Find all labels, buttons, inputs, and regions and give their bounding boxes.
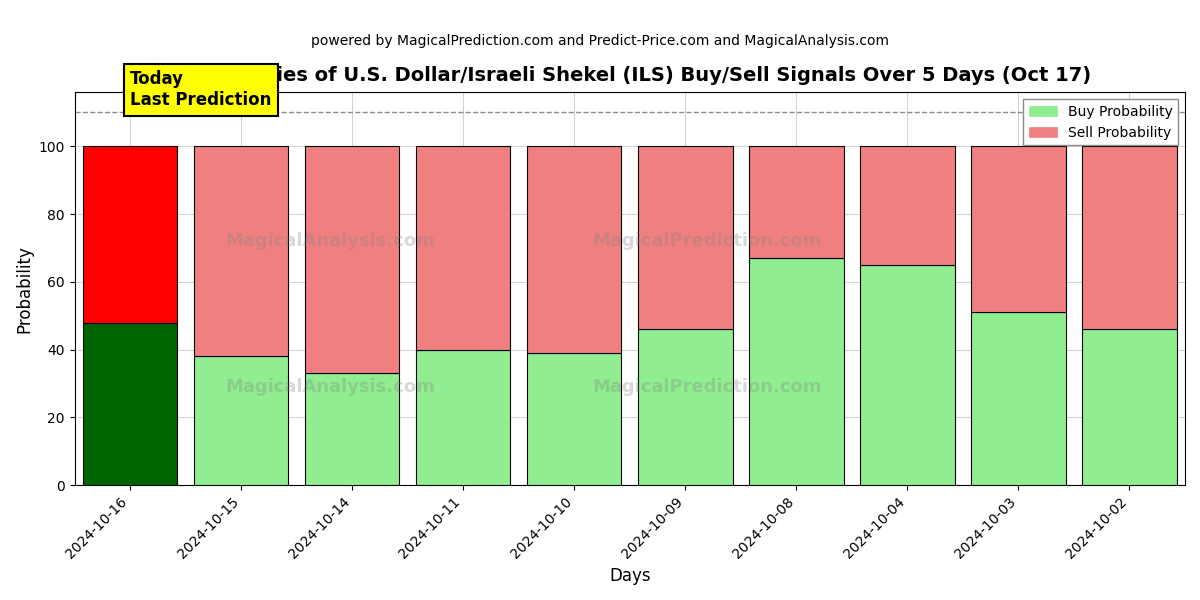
Bar: [194, 356, 288, 485]
Bar: [749, 258, 844, 485]
Bar: [527, 146, 622, 353]
Bar: [638, 146, 732, 329]
Bar: [860, 265, 955, 485]
Bar: [749, 146, 844, 258]
Bar: [971, 146, 1066, 313]
Bar: [194, 146, 288, 356]
Bar: [1082, 329, 1177, 485]
Text: MagicalPrediction.com: MagicalPrediction.com: [593, 378, 822, 396]
Bar: [83, 323, 178, 485]
Bar: [1082, 146, 1177, 329]
Bar: [305, 146, 400, 373]
Bar: [527, 353, 622, 485]
Text: powered by MagicalPrediction.com and Predict-Price.com and MagicalAnalysis.com: powered by MagicalPrediction.com and Pre…: [311, 34, 889, 48]
X-axis label: Days: Days: [610, 567, 650, 585]
Text: MagicalAnalysis.com: MagicalAnalysis.com: [226, 378, 434, 396]
Bar: [860, 146, 955, 265]
Text: MagicalPrediction.com: MagicalPrediction.com: [593, 232, 822, 250]
Bar: [416, 350, 510, 485]
Bar: [638, 329, 732, 485]
Text: MagicalAnalysis.com: MagicalAnalysis.com: [226, 232, 434, 250]
Legend: Buy Probability, Sell Probability: Buy Probability, Sell Probability: [1024, 99, 1178, 145]
Bar: [305, 373, 400, 485]
Bar: [971, 313, 1066, 485]
Text: Today
Last Prediction: Today Last Prediction: [130, 70, 271, 109]
Y-axis label: Probability: Probability: [16, 245, 34, 332]
Bar: [83, 146, 178, 323]
Bar: [416, 146, 510, 350]
Title: Probabilities of U.S. Dollar/Israeli Shekel (ILS) Buy/Sell Signals Over 5 Days (: Probabilities of U.S. Dollar/Israeli She…: [169, 66, 1091, 85]
